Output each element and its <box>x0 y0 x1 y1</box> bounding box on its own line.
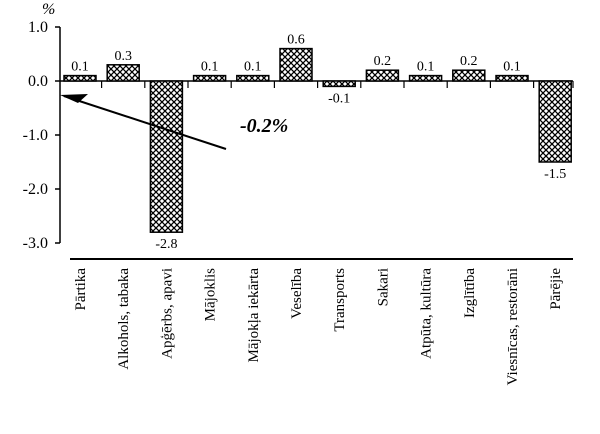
value-label: 0.1 <box>417 60 435 75</box>
category-label: Pārtika <box>73 268 89 311</box>
bars <box>63 47 572 233</box>
category-label: Atpūta, kultūra <box>419 268 435 359</box>
bar <box>63 74 97 82</box>
category-label: Izglītība <box>462 268 478 318</box>
value-label: 0.1 <box>503 60 521 75</box>
category-label: Mājokļa iekārta <box>246 268 262 363</box>
category-label: Alkohols, tabaka <box>116 268 132 370</box>
bar <box>236 74 270 82</box>
value-label: 0.3 <box>114 49 132 64</box>
bar <box>192 74 227 82</box>
bar <box>452 69 486 82</box>
category-label: Transports <box>332 268 348 332</box>
y-tick-label: 0.0 <box>28 73 48 90</box>
y-axis-unit-label: % <box>42 1 55 18</box>
value-labels: 0.1 0.3 -2.8 0.1 0.1 0.6 -0.1 0.2 0.1 0.2 0.1 -1.5 <box>71 33 566 253</box>
x-axis-ticks <box>100 81 574 88</box>
category-label: Mājoklis <box>203 268 219 321</box>
bar <box>106 64 140 82</box>
value-label: 0.6 <box>287 33 305 48</box>
bar <box>495 74 529 82</box>
value-label: -1.5 <box>544 167 566 182</box>
y-tick-label: 1.0 <box>28 19 48 36</box>
bar <box>538 80 572 163</box>
value-label: 0.1 <box>71 60 89 75</box>
category-label: Apģērbs, apavi <box>159 268 175 359</box>
category-label: Pārējie <box>548 268 564 310</box>
y-tick-label: -1.0 <box>23 127 48 144</box>
category-label: Sakari <box>375 268 391 306</box>
bar <box>408 74 443 82</box>
y-tick-label: -2.0 <box>23 181 48 198</box>
value-label: -2.8 <box>155 237 177 252</box>
value-label: 0.1 <box>201 60 219 75</box>
value-label: 0.2 <box>374 54 392 69</box>
category-label: Viesnīcas, restorāni <box>505 268 521 385</box>
bar <box>149 80 184 233</box>
bar <box>322 80 356 88</box>
value-label: 0.1 <box>244 60 262 75</box>
category-label: Veselība <box>289 268 305 319</box>
annotation-text: -0.2% <box>240 115 288 137</box>
bar <box>365 69 400 82</box>
y-tick-label: -3.0 <box>23 235 48 252</box>
value-label: -0.1 <box>328 91 350 106</box>
bar <box>279 47 313 82</box>
y-axis-ticks: 1.0 0.0 -1.0 -2.0 -3.0 <box>23 19 60 252</box>
annotation-arrow <box>60 94 227 150</box>
category-labels: Pārtika Alkohols, tabaka Apģērbs, apavi Māj… <box>73 268 564 386</box>
value-label: 0.2 <box>460 54 478 69</box>
